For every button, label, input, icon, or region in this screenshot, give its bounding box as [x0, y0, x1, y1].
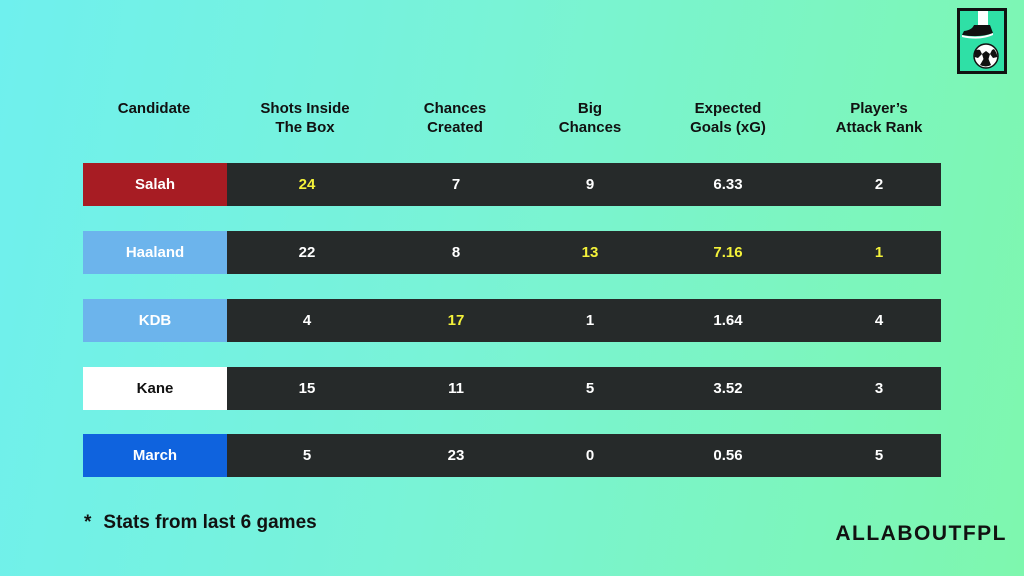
stat-chances-created: 23 — [447, 447, 465, 464]
boot-and-football-icon — [957, 8, 1007, 74]
column-header-chances-created: Chances Created — [423, 100, 487, 136]
candidate-name: March — [83, 434, 227, 477]
stats-block: 24 7 9 6.33 2 — [227, 163, 941, 206]
stat-attack-rank: 5 — [874, 447, 884, 464]
stat-attack-rank: 1 — [874, 244, 884, 261]
stat-attack-rank: 4 — [874, 312, 884, 329]
table-row: Haaland 22 8 13 7.16 1 — [83, 231, 941, 274]
stat-attack-rank: 3 — [874, 380, 884, 397]
stat-chances-created: 11 — [448, 380, 464, 397]
stat-chances-created: 8 — [451, 244, 461, 261]
stat-chances-created: 7 — [451, 176, 461, 193]
stat-expected-goals: 1.64 — [713, 312, 743, 329]
candidate-name: Salah — [83, 163, 227, 206]
footnote: * Stats from last 6 games — [84, 512, 317, 534]
stats-block: 15 11 5 3.52 3 — [227, 367, 941, 410]
stat-expected-goals: 6.33 — [713, 176, 743, 193]
stat-chances-created: 17 — [447, 312, 465, 329]
column-header-big-chances: Big Chances — [558, 100, 622, 136]
column-header-attack-rank: Player’s Attack Rank — [835, 100, 923, 136]
stat-shots-inside-box: 5 — [302, 447, 312, 464]
column-header-expected-goals: Expected Goals (xG) — [690, 100, 766, 136]
stat-shots-inside-box: 22 — [298, 244, 316, 261]
brand-wordmark: ALLABOUTFPL — [835, 522, 1007, 545]
stats-block: 4 17 1 1.64 4 — [227, 299, 941, 342]
candidate-name: KDB — [83, 299, 227, 342]
table-row: Salah 24 7 9 6.33 2 — [83, 163, 941, 206]
stat-shots-inside-box: 24 — [298, 176, 316, 193]
stat-big-chances: 0 — [585, 447, 595, 464]
table-row: KDB 4 17 1 1.64 4 — [83, 299, 941, 342]
stat-expected-goals: 3.52 — [713, 380, 743, 397]
stat-expected-goals: 0.56 — [713, 447, 743, 464]
stats-block: 22 8 13 7.16 1 — [227, 231, 941, 274]
stat-big-chances: 9 — [585, 176, 595, 193]
footnote-text: Stats from last 6 games — [103, 512, 317, 533]
candidate-name: Haaland — [83, 231, 227, 274]
stat-big-chances: 5 — [585, 380, 595, 397]
column-header-shots-inside-box: Shots Inside The Box — [260, 100, 350, 136]
column-header-candidate: Candidate — [117, 100, 191, 117]
stat-expected-goals: 7.16 — [713, 244, 743, 261]
table-row: March 5 23 0 0.56 5 — [83, 434, 941, 477]
stat-big-chances: 13 — [581, 244, 599, 261]
stat-shots-inside-box: 4 — [302, 312, 312, 329]
stat-attack-rank: 2 — [874, 176, 884, 193]
stats-block: 5 23 0 0.56 5 — [227, 434, 941, 477]
stat-big-chances: 1 — [585, 312, 595, 329]
stat-shots-inside-box: 15 — [298, 380, 316, 397]
table-row: Kane 15 11 5 3.52 3 — [83, 367, 941, 410]
footnote-asterisk: * — [84, 512, 92, 533]
table-header: Candidate Shots Inside The Box Chances C… — [0, 99, 1024, 139]
candidate-name: Kane — [83, 367, 227, 410]
